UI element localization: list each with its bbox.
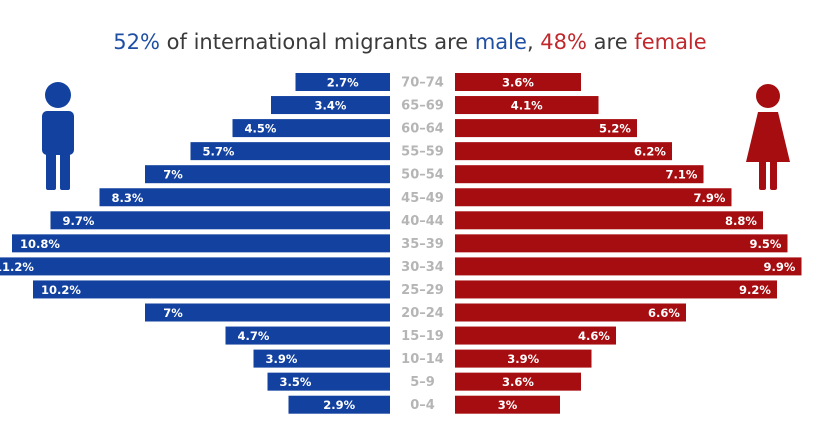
male-bar-label: 4.5% <box>245 122 277 136</box>
female-bar-label: 3.6% <box>502 76 534 90</box>
male-bar-label: 2.9% <box>323 398 355 412</box>
male-bar-label: 4.7% <box>238 329 270 343</box>
male-bar-label: 3.5% <box>280 375 312 389</box>
male-bar-label: 10.2% <box>41 283 81 297</box>
age-group-label: 35–39 <box>401 237 444 252</box>
age-group-label: 40–44 <box>401 214 444 229</box>
male-figure-icon <box>42 82 74 190</box>
male-bar-label: 9.7% <box>63 214 95 228</box>
female-bar-label: 5.2% <box>599 122 631 136</box>
male-bar <box>253 349 390 368</box>
female-bar-label: 9.9% <box>764 260 796 274</box>
female-bar <box>455 372 581 391</box>
male-bar <box>225 326 390 345</box>
female-bar-label: 4.6% <box>578 329 610 343</box>
male-bar <box>271 96 390 115</box>
title-male-word: male <box>474 30 527 54</box>
female-bar <box>455 96 599 115</box>
female-bar <box>455 142 672 161</box>
female-figure-icon <box>746 84 790 190</box>
age-group-label: 15–19 <box>401 329 444 344</box>
female-bar-label: 7.1% <box>666 168 698 182</box>
female-bar <box>455 326 616 345</box>
age-group-label: 60–64 <box>401 122 444 137</box>
male-bar-label: 3.9% <box>266 352 298 366</box>
female-bar-label: 9.2% <box>739 283 771 297</box>
female-bar-label: 3% <box>498 398 518 412</box>
female-bar <box>455 349 592 368</box>
female-bar-label: 6.2% <box>634 145 666 159</box>
female-bar-label: 6.6% <box>648 306 680 320</box>
female-bar-label: 3.6% <box>502 375 534 389</box>
male-bar-label: 5.7% <box>203 145 235 159</box>
age-group-label: 25–29 <box>401 283 444 298</box>
age-group-label: 5–9 <box>410 375 435 390</box>
female-bar-label: 4.1% <box>511 99 543 113</box>
male-bar-label: 3.4% <box>315 99 347 113</box>
male-bar-label: 8.3% <box>112 191 144 205</box>
female-bar <box>455 303 686 322</box>
chart-title: 52% of international migrants are male, … <box>0 30 820 54</box>
female-bar <box>455 119 637 138</box>
title-part2: , <box>526 30 541 54</box>
female-bar-label: 9.5% <box>750 237 782 251</box>
male-bar <box>145 165 390 184</box>
male-bar <box>190 142 390 161</box>
male-bar <box>267 372 390 391</box>
age-group-label: 10–14 <box>401 352 444 367</box>
male-bar <box>232 119 390 138</box>
male-bar-label: 7% <box>163 306 183 320</box>
age-group-label: 55–59 <box>401 145 444 160</box>
female-bar <box>455 257 802 276</box>
male-bar <box>50 211 390 230</box>
female-bar <box>455 211 763 230</box>
age-group-label: 50–54 <box>401 168 444 183</box>
male-bar-label: 7% <box>163 168 183 182</box>
age-group-label: 30–34 <box>401 260 444 275</box>
male-bar <box>0 257 390 276</box>
female-bar <box>455 395 560 414</box>
female-bar-label: 8.8% <box>725 214 757 228</box>
title-male-pct: 52% <box>113 30 160 54</box>
female-bar-label: 7.9% <box>694 191 726 205</box>
age-group-label: 20–24 <box>401 306 444 321</box>
male-bar <box>33 280 390 299</box>
age-group-label: 70–74 <box>401 76 444 91</box>
female-bar <box>455 234 788 253</box>
male-bar-label: 2.7% <box>327 76 359 90</box>
title-part1: of international migrants are <box>159 30 475 54</box>
female-bar <box>455 188 732 207</box>
male-bar <box>295 73 390 91</box>
age-group-label: 45–49 <box>401 191 444 206</box>
male-bar <box>12 234 390 253</box>
male-bar <box>145 303 390 322</box>
title-part3: are <box>586 30 635 54</box>
female-bar <box>455 280 777 299</box>
male-bar <box>288 395 390 414</box>
female-bar-label: 3.9% <box>507 352 539 366</box>
female-bar <box>455 73 581 91</box>
age-group-label: 0–4 <box>410 398 435 413</box>
male-bar-label: 11.2% <box>0 260 34 274</box>
male-bar <box>99 188 390 207</box>
female-bar <box>455 165 704 184</box>
title-female-pct: 48% <box>540 30 587 54</box>
male-bar-label: 10.8% <box>20 237 60 251</box>
title-female-word: female <box>634 30 707 54</box>
age-group-label: 65–69 <box>401 99 444 114</box>
